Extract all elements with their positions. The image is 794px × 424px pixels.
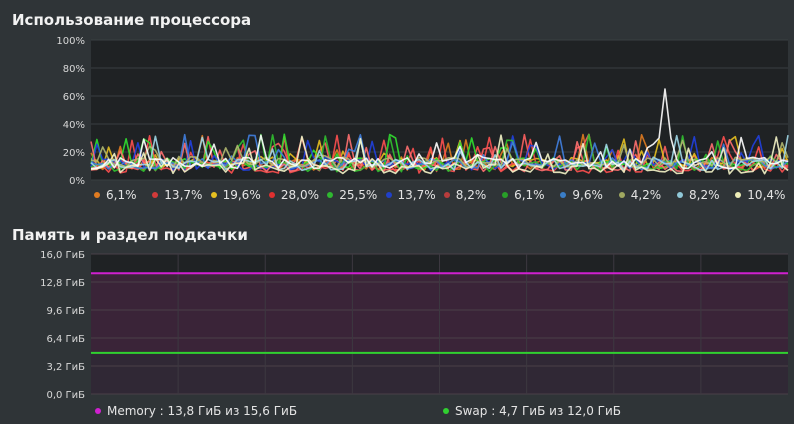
cpu-legend-item: 10,4% xyxy=(735,188,785,202)
cpu-legend-value: 28,0% xyxy=(280,188,320,202)
cpu-legend-dot xyxy=(152,191,159,198)
cpu-legend-value: 8,2% xyxy=(689,188,720,202)
memory-swap-title: Память и раздел подкачки xyxy=(12,226,248,244)
cpu-legend-item: 28,0% xyxy=(268,188,320,202)
memory-y-tick-label: 12,8 ГиБ xyxy=(40,278,85,289)
cpu-legend-item: 8,2% xyxy=(443,188,487,202)
cpu-legend-value: 6,1% xyxy=(106,188,137,202)
cpu-y-tick-label: 80% xyxy=(63,64,85,75)
cpu-legend: 6,1% 13,7% 19,6% 28,0% 25,5% 13,7% 8,2% 6,1% 9,6… xyxy=(0,188,794,208)
swap-legend-dot xyxy=(443,407,449,414)
cpu-y-tick-label: 0% xyxy=(69,176,85,185)
cpu-y-axis: 100% 80% 60% 40% 20% 0% xyxy=(56,36,85,185)
memory-y-tick-label: 3,2 ГиБ xyxy=(46,362,85,373)
memory-legend-dot xyxy=(95,407,101,414)
memory-area-fill xyxy=(91,273,788,394)
cpu-legend-item: 6,1% xyxy=(94,188,137,202)
cpu-legend-value: 19,6% xyxy=(222,188,261,202)
cpu-legend-dot xyxy=(268,191,275,198)
cpu-legend-value: 13,7% xyxy=(164,188,203,202)
cpu-legend-value: 10,4% xyxy=(747,188,786,202)
cpu-legend-value: 25,5% xyxy=(339,188,378,202)
swap-legend-item: Swap : 4,7 ГиБ из 12,0 ГиБ xyxy=(443,404,621,418)
cpu-legend-item: 13,7% xyxy=(152,188,202,202)
memory-y-tick-label: 16,0 ГиБ xyxy=(40,250,85,261)
memory-y-tick-label: 0,0 ГиБ xyxy=(46,390,85,401)
memory-series-lines xyxy=(91,272,788,354)
memory-legend-label: Memory : 13,8 ГиБ из 15,6 ГиБ xyxy=(107,404,298,418)
memory-legend-item: Memory : 13,8 ГиБ из 15,6 ГиБ xyxy=(95,404,297,418)
memory-plot-background xyxy=(91,254,788,394)
cpu-legend-dot xyxy=(502,191,509,198)
swap-area-fill xyxy=(91,352,788,394)
cpu-legend-item: 25,5% xyxy=(327,188,377,202)
cpu-legend-item: 6,1% xyxy=(502,188,545,202)
cpu-core-line xyxy=(90,134,789,175)
cpu-series-lines xyxy=(90,88,789,175)
cpu-usage-chart: 100% 80% 60% 40% 20% 0% xyxy=(56,36,789,185)
memory-y-tick-label: 6,4 ГиБ xyxy=(46,334,85,345)
cpu-legend-dot xyxy=(443,191,450,198)
memory-fill-area xyxy=(91,273,788,394)
cpu-legend-item: 4,2% xyxy=(618,188,662,202)
memory-y-axis: 16,0 ГиБ 12,8 ГиБ 9,6 ГиБ 6,4 ГиБ 3,2 ГиБ 0,0… xyxy=(40,250,85,401)
cpu-legend-value: 8,2% xyxy=(455,188,487,202)
cpu-legend-dot xyxy=(560,191,567,198)
cpu-y-tick-label: 100% xyxy=(56,36,85,47)
cpu-legend-value: 4,2% xyxy=(630,188,662,202)
cpu-y-tick-label: 60% xyxy=(63,92,85,103)
cpu-legend-item: 13,7% xyxy=(385,188,436,202)
cpu-usage-title: Использование процессора xyxy=(12,11,252,29)
cpu-legend-dot xyxy=(327,191,334,198)
cpu-legend-value: 6,1% xyxy=(514,188,545,202)
cpu-legend-value: 9,6% xyxy=(572,188,603,202)
cpu-legend-dot xyxy=(94,191,100,198)
swap-legend-label: Swap : 4,7 ГиБ из 12,0 ГиБ xyxy=(455,404,622,418)
cpu-core-line xyxy=(90,88,789,170)
cpu-legend-value: 13,7% xyxy=(397,188,436,202)
cpu-legend-dot xyxy=(735,191,742,198)
memory-y-tick-label: 9,6 ГиБ xyxy=(46,306,85,317)
cpu-legend-item: 9,6% xyxy=(560,188,603,202)
cpu-legend-dot xyxy=(677,191,683,198)
cpu-legend-dot xyxy=(210,191,217,198)
cpu-y-tick-label: 20% xyxy=(63,148,85,159)
memory-grid xyxy=(91,253,788,395)
cpu-y-tick-label: 40% xyxy=(63,120,85,131)
cpu-legend-dot xyxy=(385,191,392,198)
cpu-legend-item: 8,2% xyxy=(677,188,720,202)
cpu-legend-item: 19,6% xyxy=(210,188,261,202)
cpu-legend-dot xyxy=(618,191,625,198)
